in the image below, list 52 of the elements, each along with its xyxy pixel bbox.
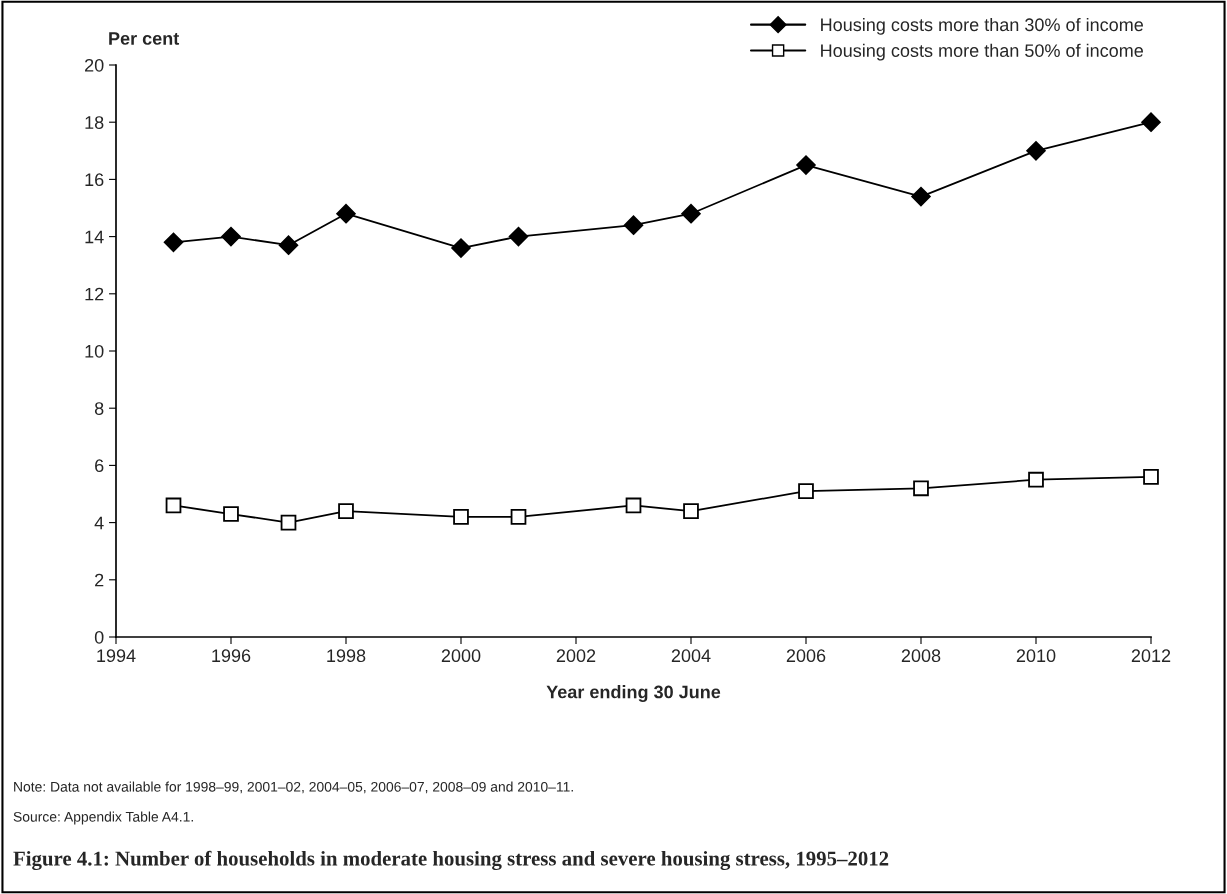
x-tick-label: 1998 — [327, 649, 366, 663]
legend-label: Housing costs more than 30% of income — [821, 17, 1143, 35]
x-tick-label: 2002 — [556, 649, 596, 663]
y-tick-label: 0 — [94, 630, 104, 644]
point — [683, 503, 699, 520]
point — [911, 186, 931, 207]
point — [681, 203, 701, 224]
point — [508, 226, 529, 247]
x-tick-label: 2006 — [786, 649, 826, 663]
point — [913, 480, 929, 497]
point — [278, 235, 299, 255]
y-tick-label: 6 — [95, 459, 104, 473]
x-tick-label: 2008 — [901, 649, 941, 663]
y-axis-title: Per cent — [109, 32, 180, 45]
point — [1028, 471, 1044, 488]
point — [625, 497, 642, 514]
point — [338, 503, 354, 520]
point — [280, 514, 297, 531]
x-tick-label: 1994 — [97, 649, 136, 663]
legend-label: Housing costs more than 50% of income — [821, 43, 1143, 61]
x-tick-label: 1996 — [212, 649, 251, 663]
point — [1141, 112, 1161, 132]
x-tick-label: 2000 — [441, 649, 481, 663]
point — [623, 215, 644, 235]
point — [165, 497, 182, 514]
x-tick-label: 2004 — [671, 649, 711, 663]
point — [1026, 141, 1046, 161]
y-tick-label: 20 — [85, 58, 104, 72]
point — [336, 203, 356, 224]
x-tick-label: 2010 — [1016, 649, 1056, 663]
y-tick-label: 18 — [85, 116, 104, 129]
y-tick-label: 2 — [95, 573, 104, 587]
text: Note: Data not available for 1998–99, 2001–02, 2004–05, 2006–07, 2008–09 and 2010–11. — [14, 781, 573, 794]
x-axis-title: Year ending 30 June — [546, 685, 721, 702]
source-note: Source: Appendix Table A4.1. — [13, 811, 193, 825]
y-tick-label: 12 — [85, 287, 104, 301]
point — [1143, 468, 1159, 485]
point — [221, 226, 241, 247]
text: Figure 4.1: Number of households in moderate housing stress and severe housing stress, 1995–2012 — [13, 850, 889, 870]
point — [798, 483, 814, 499]
point — [796, 155, 816, 175]
y-tick-label: 4 — [94, 516, 104, 530]
y-tick-label: 14 — [85, 230, 104, 244]
point — [453, 509, 469, 525]
point — [510, 509, 527, 525]
x-tick-label: 2012 — [1131, 649, 1171, 663]
y-tick-label: 16 — [85, 173, 104, 187]
point — [223, 506, 239, 522]
point — [163, 232, 184, 253]
point — [451, 238, 471, 258]
y-tick-label: 10 — [85, 344, 104, 358]
y-tick-label: 8 — [94, 402, 104, 415]
